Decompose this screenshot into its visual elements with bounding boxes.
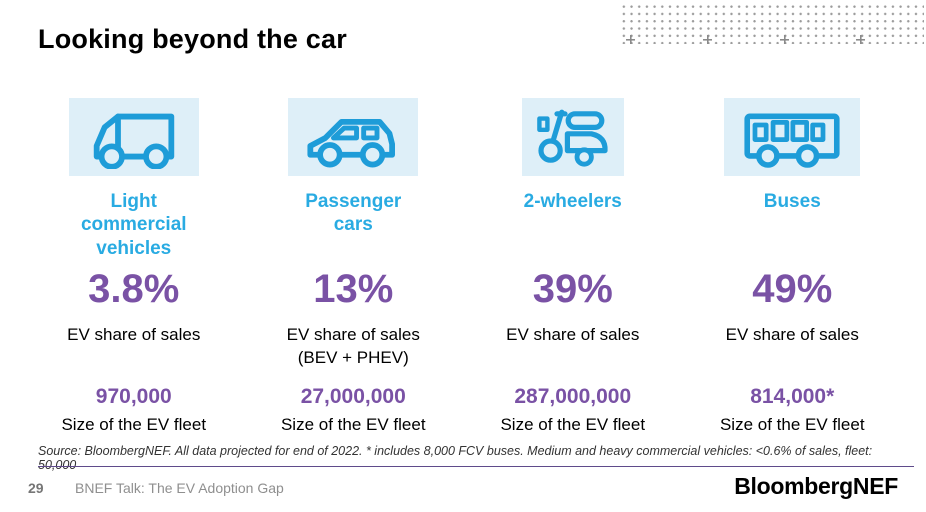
fleet-size-value: 970,000	[95, 385, 172, 408]
category-label: Buses	[763, 191, 821, 212]
footer-divider	[38, 466, 914, 467]
icon-tile	[724, 98, 861, 176]
ev-share-value: 49%	[752, 267, 833, 311]
fleet-size-caption: Size of the EV fleet	[61, 415, 207, 434]
category-label: 2-wheelers	[523, 191, 622, 212]
car-icon	[307, 119, 396, 168]
column-buses: Buses 49% EV share of sales 814,000* Siz…	[683, 98, 903, 435]
page-title: Looking beyond the car	[38, 24, 347, 54]
category-label: Passenger cars	[305, 191, 402, 236]
ev-share-value: 13%	[313, 267, 394, 311]
dot-grid-pattern	[620, 3, 924, 44]
fleet-size-value: 814,000*	[750, 385, 835, 408]
source-note: Source: BloombergNEF. All data projected…	[38, 444, 873, 472]
category-label: Light commercial vehicles	[80, 191, 187, 259]
bus-icon	[744, 113, 840, 168]
plus-marker-icon	[626, 35, 635, 44]
page-number: 29	[28, 480, 44, 496]
plus-marker-icon	[856, 35, 865, 44]
plus-marker-icon	[703, 35, 712, 44]
fleet-size-caption: Size of the EV fleet	[280, 415, 426, 434]
icon-tile	[288, 98, 419, 176]
plus-marker-icon	[780, 35, 789, 44]
icon-tile	[521, 98, 624, 176]
category-columns: Light commercial vehicles 3.8% EV share …	[24, 98, 902, 435]
ev-share-caption: EV share of sales	[67, 325, 201, 344]
footer-title: BNEF Talk: The EV Adoption Gap	[75, 480, 284, 496]
ev-share-value: 3.8%	[88, 267, 180, 311]
ev-share-caption: EV share of sales	[725, 325, 859, 344]
bloombergnef-logo: BloombergNEF	[734, 473, 898, 499]
fleet-size-caption: Size of the EV fleet	[719, 415, 865, 434]
column-passenger-cars: Passenger cars 13% EV share of sales (BE…	[244, 98, 464, 435]
fleet-size-value: 287,000,000	[514, 385, 632, 408]
ev-share-caption: EV share of sales (BEV + PHEV)	[286, 325, 420, 367]
scooter-icon	[536, 109, 608, 167]
column-2-wheelers: 2-wheelers 39% EV share of sales 287,000…	[463, 98, 683, 435]
ev-share-value: 39%	[532, 267, 613, 311]
ev-share-caption: EV share of sales	[506, 325, 640, 344]
fleet-size-value: 27,000,000	[300, 385, 406, 408]
van-icon	[93, 113, 174, 169]
column-light-commercial-vehicles: Light commercial vehicles 3.8% EV share …	[24, 98, 244, 435]
fleet-size-caption: Size of the EV fleet	[500, 415, 646, 434]
icon-tile	[68, 98, 199, 176]
